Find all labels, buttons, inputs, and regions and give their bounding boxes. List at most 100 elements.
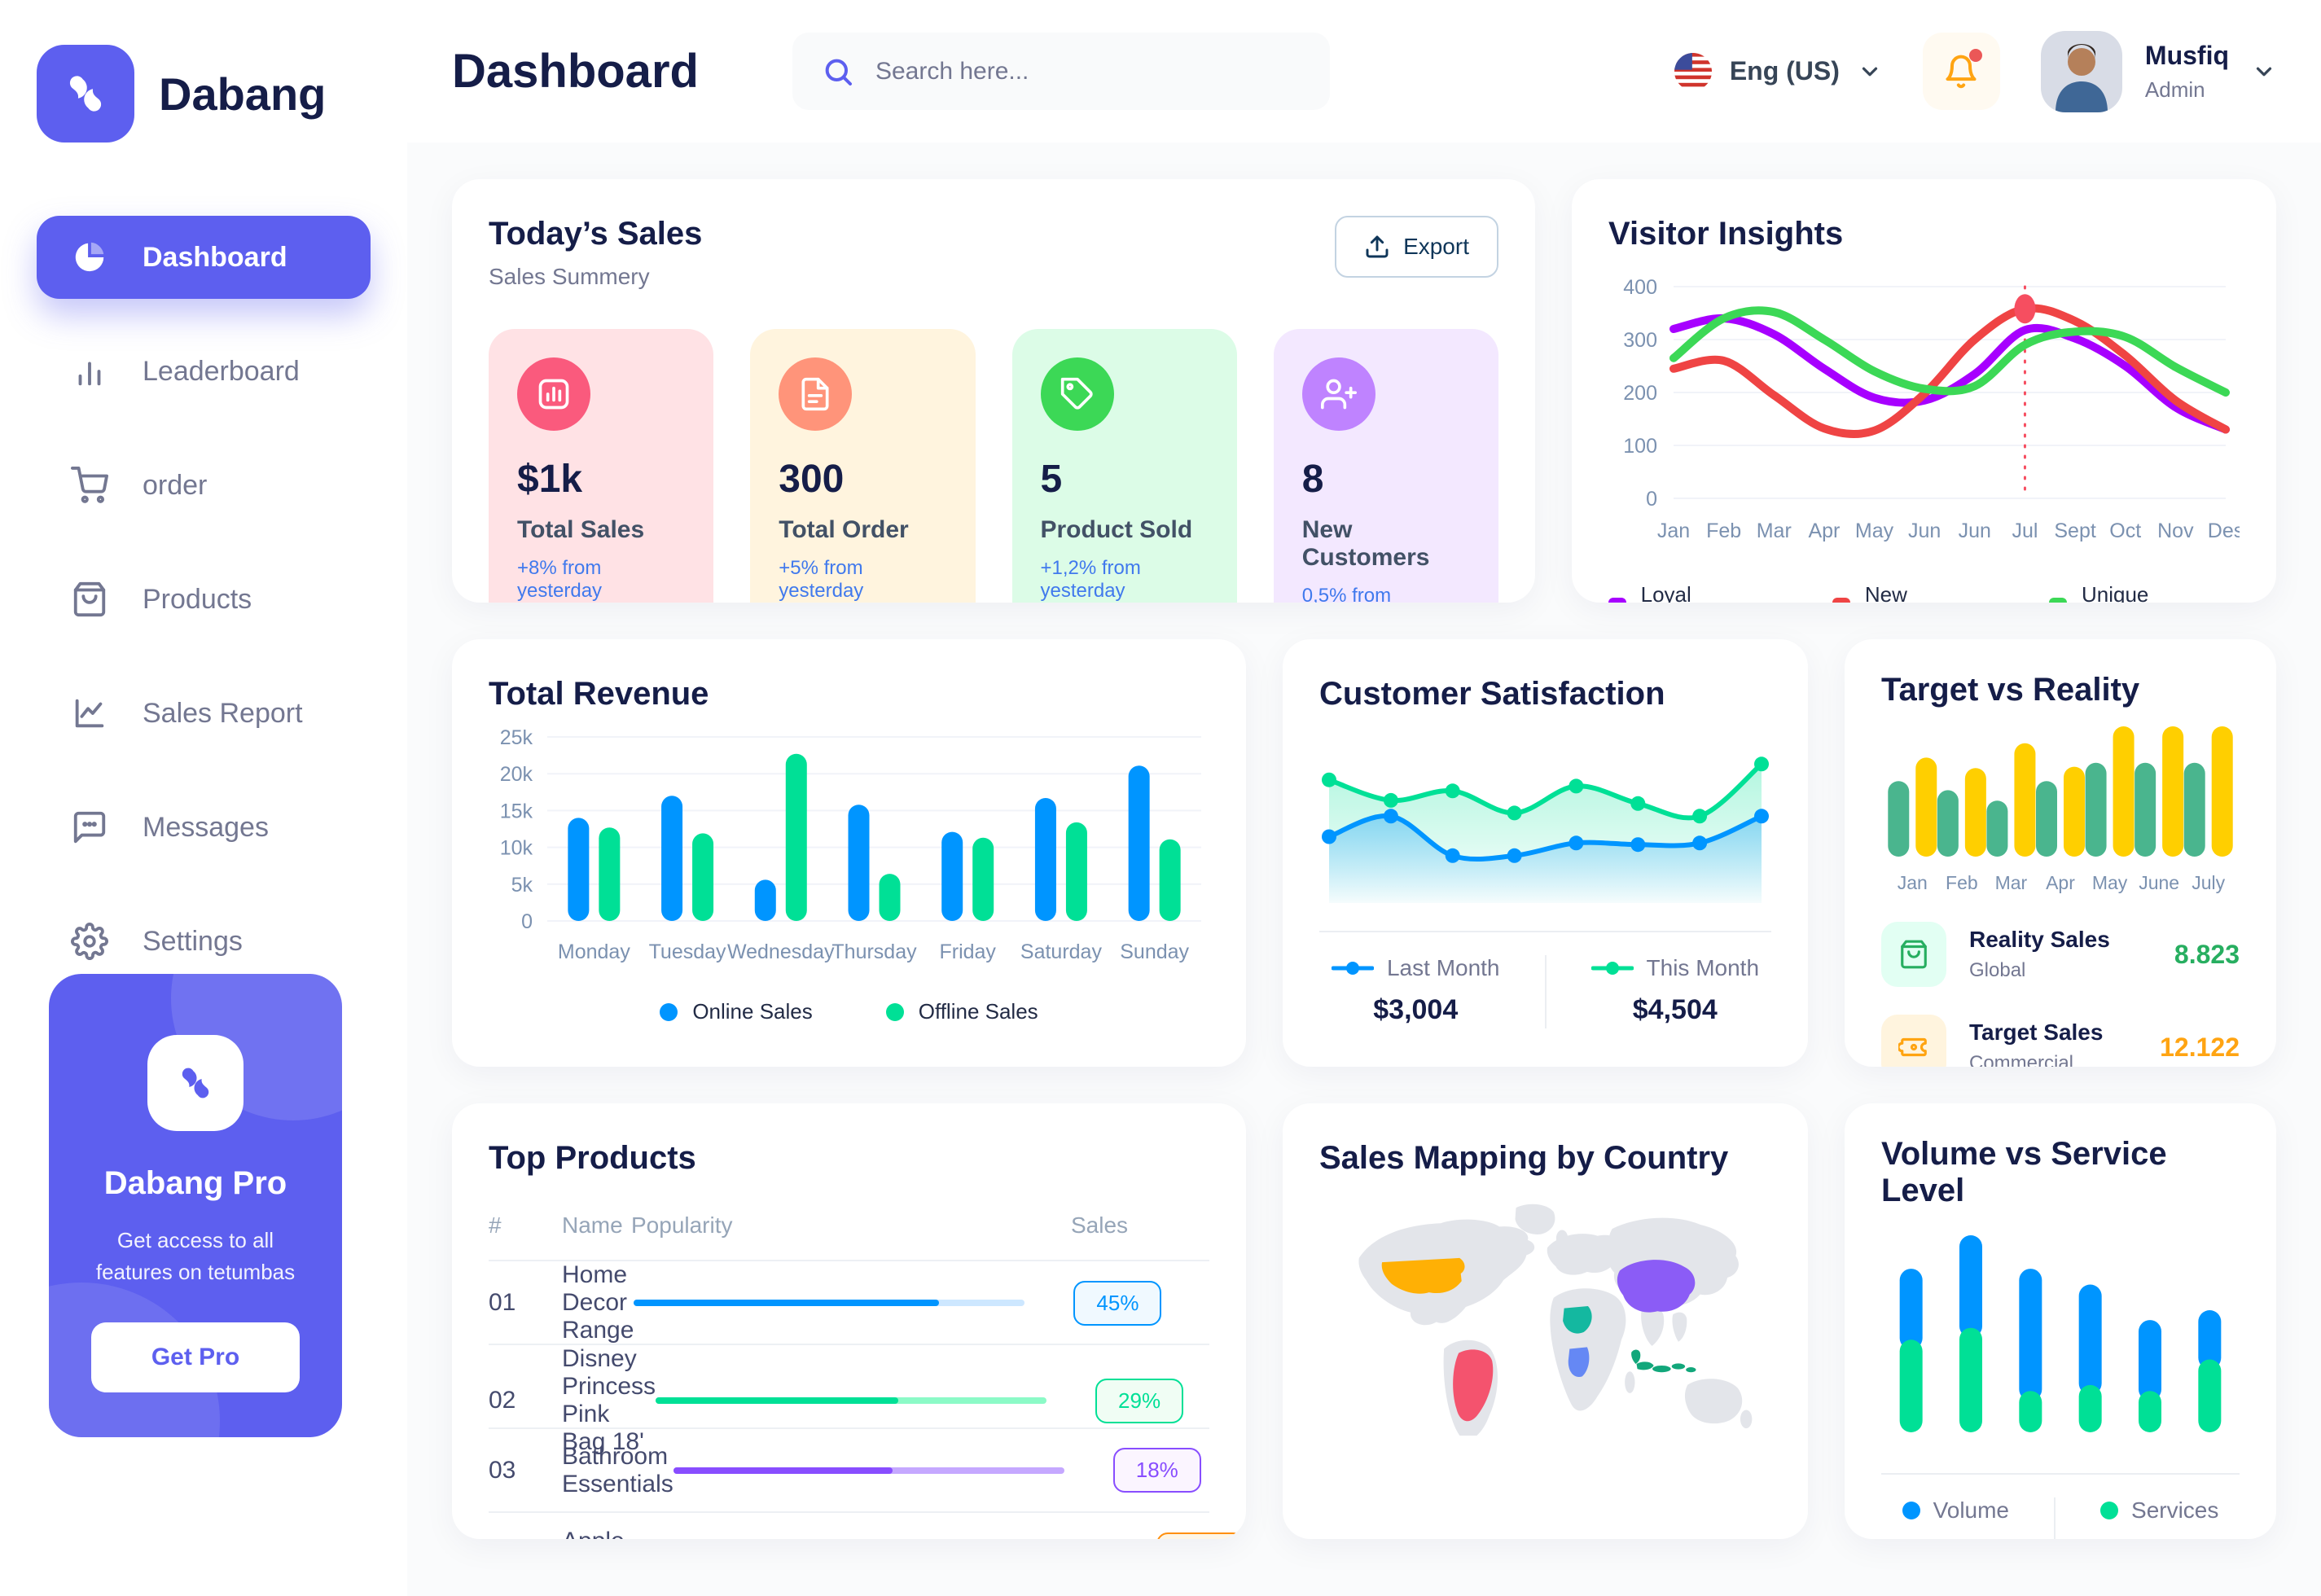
svg-text:Feb: Feb (1946, 872, 1978, 893)
legend-item-online-sales: Online Sales (660, 999, 813, 1024)
get-pro-button[interactable]: Get Pro (90, 1322, 301, 1392)
table-row-bathroom-essentials: 03 Bathroom Essentials 18% (489, 1429, 1209, 1513)
svg-text:Oct: Oct (2109, 520, 2141, 542)
stat-label: New Customers (1301, 516, 1430, 571)
legend-divider (1544, 955, 1547, 1028)
world-map (1358, 1204, 1753, 1436)
legend-dot (660, 1002, 678, 1021)
column-header-: # (489, 1212, 502, 1238)
svg-text:Jun: Jun (1908, 520, 1941, 542)
volume-vs-service-card: Volume vs Service Level Volume 1,135 Serv… (1845, 1103, 2276, 1539)
top-products-table: # Name Popularity Sales 01 Home Decor Range… (489, 1201, 1245, 1539)
stat-card-new-customers: 8 New Customers 0,5% from yesterday (1273, 329, 1498, 603)
sidebar-item-products[interactable]: Products (37, 558, 371, 641)
file-icon (779, 357, 853, 431)
dashboard-content: Today’s Sales Sales Summery Export $1k T… (407, 142, 2321, 1596)
todays-sales-title: Today’s Sales (489, 216, 703, 252)
stat-value: 300 (779, 458, 845, 501)
stat-delta: +1,2% from yesterday (1040, 557, 1141, 602)
svg-text:June: June (2139, 872, 2179, 893)
popularity-bar (673, 1467, 1064, 1474)
stat-value: $1k (517, 458, 583, 501)
svg-text:300: 300 (1623, 329, 1657, 352)
export-button[interactable]: Export (1335, 216, 1498, 278)
svg-text:Sept: Sept (2054, 520, 2095, 542)
target-vs-reality-legend: Reality Sales Global 8.823 Target Sales … (1881, 922, 2240, 1067)
legend-item-target-sales: Target Sales Commercial 12.122 (1881, 1015, 2240, 1067)
search-input[interactable] (875, 57, 1301, 86)
language-selector[interactable]: Eng (US) (1674, 52, 1882, 90)
svg-text:20k: 20k (500, 763, 533, 786)
bar-chart-icon (69, 351, 110, 392)
todays-sales-card: Today’s Sales Sales Summery Export $1k T… (452, 179, 1535, 603)
legend-title: Reality Sales (1969, 927, 2110, 952)
us-flag-icon (1674, 52, 1712, 90)
table-row-apple-smartwatches: 04 Apple Smartwatches 25% (489, 1513, 1245, 1539)
customer-satisfaction-card: Customer Satisfaction Last Month $3,004 T… (1283, 639, 1808, 1067)
customer-satisfaction-chart (1322, 756, 1769, 903)
search-box[interactable] (792, 33, 1330, 110)
divider (1881, 1473, 2240, 1475)
legend-item-loyal-customers: Loyal Customers (1608, 582, 1784, 603)
svg-text:Apr: Apr (1808, 520, 1840, 542)
notifications-button[interactable] (1922, 33, 2000, 110)
brand-name: Dabang (159, 68, 327, 120)
legend-subtitle: Global (1969, 959, 2026, 981)
legend-dot (2100, 1502, 2119, 1519)
svg-text:Des: Des (2208, 520, 2240, 542)
legend-swatch (1608, 598, 1626, 603)
legend-dot (885, 1002, 904, 1021)
legend-item-this-month: This Month $4,504 (1590, 955, 1759, 1026)
user-plus-icon (1301, 357, 1375, 431)
total-revenue-title: Total Revenue (489, 676, 709, 712)
user-menu[interactable]: Musfiq Admin (2040, 30, 2276, 112)
column-header-popularity: Popularity (631, 1212, 733, 1238)
stat-delta: 0,5% from yesterday (1301, 585, 1392, 603)
divider (1319, 931, 1771, 932)
sidebar-nav: Dashboard Leaderboard order Products Sales R… (0, 216, 407, 1097)
stat-cards: $1k Total Sales +8% from yesterday 300 T… (489, 329, 1498, 603)
sales-badge: 25% (1156, 1532, 1245, 1539)
sidebar-item-leaderboard[interactable]: Leaderboard (37, 330, 371, 413)
sidebar-item-messages[interactable]: Messages (37, 786, 371, 869)
customer-satisfaction-title: Customer Satisfaction (1319, 676, 1665, 712)
sidebar: Dabang Dashboard Leaderboard order Products… (0, 0, 407, 1596)
dabang-logo-icon (37, 45, 134, 142)
sidebar-item-sales-report[interactable]: Sales Report (37, 672, 371, 755)
sidebar-item-label: Products (143, 583, 252, 615)
map-country-united-states (1381, 1257, 1465, 1294)
main-area: Dashboard (407, 0, 2321, 1596)
dabang-pro-logo-icon (147, 1035, 244, 1131)
brand: Dabang (0, 45, 407, 142)
sidebar-item-settings[interactable]: Settings (37, 900, 371, 983)
sidebar-item-label: Messages (143, 811, 269, 843)
search-icon (825, 59, 852, 86)
svg-text:Tuesday: Tuesday (649, 940, 726, 963)
svg-text:Feb: Feb (1706, 520, 1741, 542)
bag-icon (69, 579, 110, 620)
stat-card-total-order: 300 Total Order +5% from yesterday (750, 329, 976, 603)
header: Dashboard (407, 0, 2321, 142)
map-country-indonesia (1631, 1349, 1696, 1373)
legend-value: 635 (2100, 1537, 2218, 1539)
legend-subtitle: Commercial (1969, 1052, 2074, 1067)
sales-badge: 45% (1073, 1280, 1162, 1326)
legend-title: Target Sales (1969, 1019, 2104, 1045)
sidebar-item-dashboard[interactable]: Dashboard (37, 216, 371, 299)
sidebar-item-label: Sales Report (143, 697, 303, 729)
map-country-congo (1568, 1347, 1590, 1377)
legend-item-unique-customers: Unique Customers (2049, 582, 2240, 603)
product-num: 03 (489, 1456, 516, 1484)
top-products-title: Top Products (489, 1140, 696, 1176)
product-name: Disney Princess Pink Bag 18' (562, 1345, 656, 1455)
svg-text:0: 0 (521, 910, 533, 933)
volume-vs-service-title: Volume vs Service Level (1881, 1136, 2167, 1208)
svg-text:Jan: Jan (1657, 520, 1690, 542)
svg-text:Mar: Mar (1757, 520, 1792, 542)
stat-label: Total Sales (517, 516, 645, 543)
language-label: Eng (US) (1729, 56, 1840, 86)
stat-delta: +5% from yesterday (779, 557, 864, 602)
ticket-icon (1881, 1015, 1946, 1067)
sidebar-item-order[interactable]: order (37, 444, 371, 527)
